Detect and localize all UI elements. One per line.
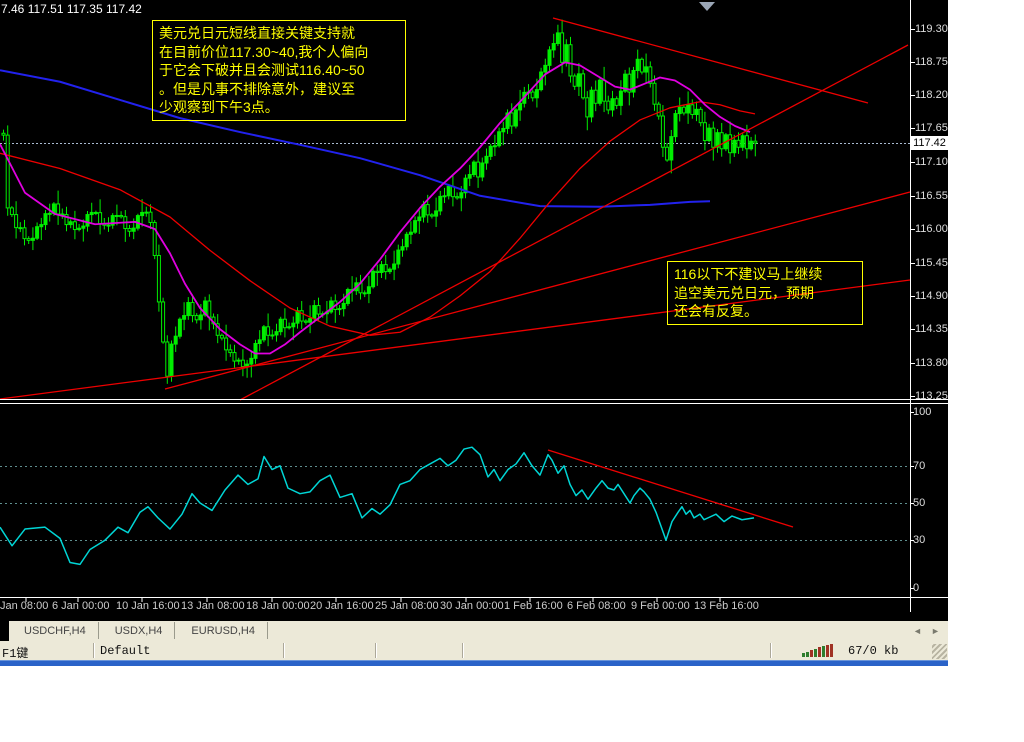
trendline-3[interactable] (239, 44, 909, 401)
price-axis-label: 114.35 (915, 323, 948, 335)
tab-bar-notch (0, 621, 9, 641)
time-axis-label: 13 Feb 16:00 (694, 600, 759, 612)
time-axis-label: 6 Feb 08:00 (567, 600, 626, 612)
price-axis-label: 114.90 (915, 290, 948, 302)
scroll-anchor-icon[interactable] (699, 2, 715, 11)
time-axis-label: 25 Jan 08:00 (375, 600, 439, 612)
tab-usdchf-h4[interactable]: USDCHF,H4 (12, 622, 99, 639)
price-axis-label: 119.30 (915, 23, 948, 35)
status-bar: F1键 Default 67/0 kb (0, 641, 948, 661)
time-axis-label: 9 Feb 00:00 (631, 600, 690, 612)
rsi-line (0, 446, 755, 566)
time-axis-label: 6 Jan 00:00 (52, 600, 110, 612)
price-axis-label: 115.45 (915, 257, 948, 269)
status-profile-text[interactable]: Default (100, 644, 151, 658)
status-separator (375, 643, 377, 658)
ma-slow-blue (0, 69, 711, 208)
status-separator (462, 643, 464, 658)
time-axis-label: 13 Jan 08:00 (181, 600, 245, 612)
connection-bars-icon (802, 644, 833, 657)
tab-scroll-left-button[interactable]: ◄ (913, 626, 922, 636)
ma-fast-magenta (0, 61, 751, 355)
time-axis-label: 1 Feb 16:00 (504, 600, 563, 612)
price-axis-label: 116.00 (915, 223, 948, 235)
ohlc-readout: 7.46 117.51 117.35 117.42 (1, 2, 142, 16)
chart-canvas[interactable] (0, 0, 948, 620)
annotation-box-2[interactable]: 116以下不建议马上继续 追空美元兑日元，预期 还会有反复。 (667, 261, 863, 325)
tab-list: USDCHF,H4 USDX,H4 EURUSD,H4 (0, 621, 268, 639)
status-separator (93, 643, 95, 658)
annotation-box-1[interactable]: 美元兑日元短线直接关键支持就 在目前价位117.30~40,我个人偏向 于它会下… (152, 20, 406, 121)
ma-mid-red (0, 101, 756, 336)
chart-tab-bar: USDCHF,H4 USDX,H4 EURUSD,H4 ◄ ► (0, 620, 948, 641)
price-axis-label: 113.80 (915, 357, 948, 369)
chart-area[interactable]: 7.46 117.51 117.35 117.42 美元兑日元短线直接关键支持就… (0, 0, 948, 620)
price-axis-label: 118.20 (915, 89, 948, 101)
trendline-1[interactable] (0, 279, 911, 400)
price-axis-label: 113.25 (915, 390, 948, 402)
time-axis-label: 10 Jan 16:00 (116, 600, 180, 612)
rsi-axis-label: 50 (913, 497, 926, 509)
time-axis-label: Jan 08:00 (0, 600, 49, 612)
trendline-2[interactable] (164, 191, 911, 390)
time-axis-label: 18 Jan 00:00 (246, 600, 310, 612)
taskbar-sliver[interactable] (0, 660, 948, 666)
metatrader-window: 7.46 117.51 117.35 117.42 美元兑日元短线直接关键支持就… (0, 0, 948, 666)
time-axis-label: 30 Jan 00:00 (440, 600, 504, 612)
price-axis-label: 117.65 (915, 122, 948, 134)
rsi-axis-label: 0 (913, 582, 920, 594)
time-axis-label: 20 Jan 16:00 (310, 600, 374, 612)
status-separator (770, 643, 772, 658)
rsi-axis-label: 100 (913, 406, 932, 418)
price-axis-label: 118.75 (915, 56, 948, 68)
current-price-label: 117.42 (911, 136, 948, 150)
price-axis-label: 116.55 (915, 190, 948, 202)
price-axis-label: 117.10 (915, 156, 948, 168)
tab-usdx-h4[interactable]: USDX,H4 (103, 622, 176, 639)
status-traffic-text: 67/0 kb (848, 644, 899, 658)
resize-grip[interactable] (932, 644, 947, 659)
status-help-text: F1键 (2, 647, 29, 661)
trendline-4[interactable] (552, 17, 869, 104)
tab-scroll-right-button[interactable]: ► (931, 626, 940, 636)
tab-eurusd-h4[interactable]: EURUSD,H4 (179, 622, 268, 639)
rsi-trendline[interactable] (547, 449, 794, 528)
rsi-axis-label: 30 (913, 534, 926, 546)
rsi-axis-label: 70 (913, 460, 926, 472)
status-separator (283, 643, 285, 658)
